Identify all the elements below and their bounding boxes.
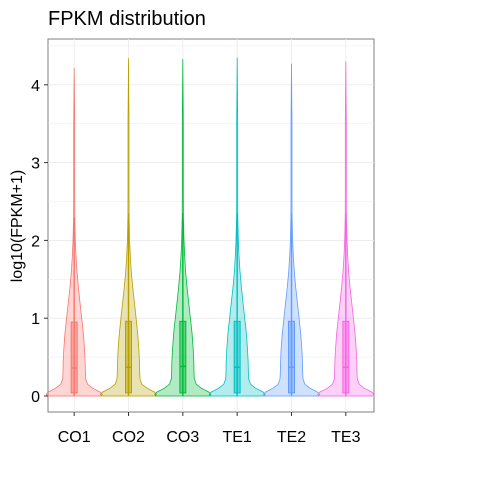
violin-TE3 bbox=[317, 61, 375, 397]
violin-CO3 bbox=[154, 59, 212, 397]
x-tick-label: CO3 bbox=[166, 429, 199, 446]
box-iqr bbox=[70, 321, 78, 394]
y-tick-label: 0 bbox=[31, 389, 40, 406]
y-axis-title: log10(FPKM+1) bbox=[9, 170, 26, 283]
box-iqr bbox=[125, 320, 132, 394]
x-axis: CO1 CO2 CO3 TE1 TE2 TE3 bbox=[58, 412, 361, 446]
x-tick-label: CO1 bbox=[58, 429, 91, 446]
chart-title: FPKM distribution bbox=[48, 8, 206, 30]
violin-CO2 bbox=[100, 58, 157, 397]
plot-panel bbox=[47, 38, 375, 413]
y-tick-label: 1 bbox=[31, 311, 40, 328]
violins-group bbox=[45, 57, 375, 397]
violin-TE2 bbox=[263, 63, 320, 397]
x-tick-label: CO2 bbox=[112, 429, 145, 446]
x-tick-label: TE3 bbox=[331, 429, 360, 446]
x-tick-label: TE1 bbox=[222, 429, 251, 446]
box-iqr bbox=[288, 320, 295, 394]
y-tick-label: 4 bbox=[31, 78, 40, 95]
y-axis: 0 1 2 3 4 bbox=[31, 78, 48, 406]
violin-CO1 bbox=[45, 67, 103, 397]
box-iqr bbox=[342, 320, 350, 394]
y-tick-label: 2 bbox=[31, 233, 40, 250]
y-tick-label: 3 bbox=[31, 156, 40, 173]
box-iqr bbox=[179, 320, 187, 394]
violin-TE1 bbox=[208, 57, 266, 397]
box-iqr bbox=[233, 320, 241, 394]
x-tick-label: TE2 bbox=[277, 429, 306, 446]
